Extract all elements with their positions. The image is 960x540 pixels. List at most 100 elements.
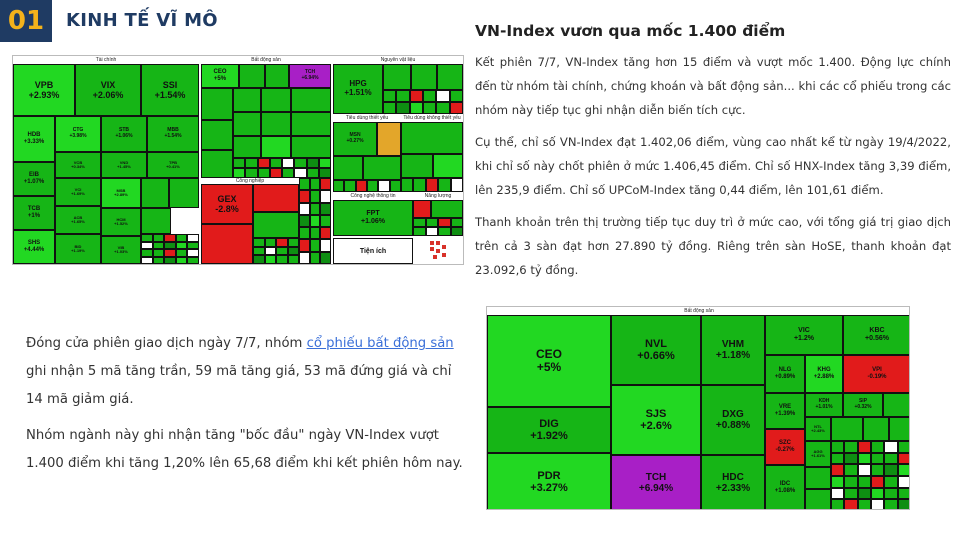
tile-hdc: HDC +2.33% [701,455,765,509]
minor-tile [152,234,165,242]
minor-tile [187,249,199,257]
change-percent: +1.19% [71,248,85,253]
article-body: Kết phiên 7/7, VN-Index tăng hơn 15 điểm… [475,50,951,290]
group-header: Tiêu dùng không thiết yếu [401,115,463,121]
ticker: SIP [858,398,868,405]
minor-tile [409,90,423,102]
tile-ctg: CTG +3.98% [55,116,101,152]
minor-tile [450,218,463,227]
minor-tile [141,208,171,234]
ticker: KHG [817,367,831,374]
minor-tile [169,178,199,208]
tile-vre: VRE +1.39% [765,393,805,429]
minor-tile [175,234,188,242]
minor-tile [884,441,898,453]
ticker: CEO [213,69,227,76]
minor-tile [889,417,909,441]
tile-acb: ACB +1.65% [55,206,101,234]
minor-tile [309,178,321,191]
summary-paragraph: Nhóm ngành này ghi nhận tăng "bốc đầu" n… [26,428,463,471]
minor-tile [201,120,233,150]
tile-vci: VCI +1.69% [55,178,101,206]
ticker: BID [74,243,82,249]
minor-tile [844,441,858,453]
ticker: IDC [779,481,791,488]
minor-tile [309,190,321,203]
minor-tile [857,441,871,453]
minor-tile [413,200,431,218]
minor-tile [857,499,871,509]
change-percent: +1.65% [71,219,85,224]
tile-szc: SZC -0.27% [765,429,805,465]
minor-tile [141,241,153,249]
minor-tile [333,180,345,192]
minor-tile [831,464,845,476]
change-percent: +1.69% [71,191,85,196]
summary-text: Đóng cửa phiên giao dịch ngày 7/7, nhóm [26,336,307,351]
minor-tile [276,255,288,264]
ticker: HDB [27,132,41,139]
minor-tile [291,112,331,136]
change-percent: -0.27% [775,447,795,453]
tile-nlg: NLG +0.89% [765,355,805,393]
minor-tile [309,227,321,240]
minor-tile [320,178,331,191]
minor-tile [299,214,310,228]
change-percent: +2.93% [28,90,60,100]
minor-tile [261,112,291,136]
tile-sjs: SJS +2.6% [611,385,701,455]
change-percent: +1.92% [530,430,568,442]
minor-tile [276,246,288,256]
change-percent: +4.44% [23,247,45,253]
ticker: STB [119,127,129,134]
minor-tile [261,88,291,112]
minor-tile [257,168,270,178]
real-estate-heatmap: Bất động sản CEO +5% NVL +0.66% VHM +1.18% VIC +… [486,306,910,510]
change-percent: +1.52% [114,221,128,226]
minor-tile [141,256,153,264]
minor-tile [299,178,310,191]
change-percent: +1.45% [117,164,131,169]
tile-sip: SIP +0.32% [843,393,883,417]
minor-tile [884,464,898,476]
change-percent: +5% [536,360,562,374]
section-title: KINH TẾ VĨ MÔ [66,10,218,31]
tile-tch: TCH +6.94% [611,455,701,509]
tile-bid: BID +1.19% [55,234,101,264]
minor-tile [187,241,199,249]
real-estate-link[interactable]: cổ phiếu bất động sản [306,336,454,351]
minor-tile [413,227,426,236]
minor-tile [141,249,153,257]
change-percent: +0.56% [865,335,889,342]
minor-tile [175,249,188,257]
article-paragraph: Kết phiên 7/7, VN-Index tăng hơn 15 điểm… [475,55,951,117]
tile-msn: MSN +0.27% [333,122,377,156]
minor-tile [164,234,176,242]
change-percent: +1.39% [774,411,796,417]
minor-tile [433,154,463,178]
minor-tile [318,168,331,178]
minor-tile [245,158,258,168]
ticker: VPB [34,79,54,90]
tile-shs: SHS +4.44% [13,230,55,264]
summary-text: ghi nhận 5 mã tăng trần, 59 mã tăng giá,… [26,364,452,407]
section-number: 01 [0,0,52,42]
utilities-label: Tiện ích [333,238,413,264]
minor-tile [436,102,450,114]
minor-tile [897,499,909,509]
tile-tcb: TCB +1% [13,196,55,230]
change-percent: +1.54% [164,133,182,139]
minor-tile [897,476,909,488]
ticker: GEX [217,193,237,204]
market-heatmap: Tài chính Bất động sản Nguyên vật liệu VPB +… [12,55,464,265]
minor-tile [884,476,898,488]
minor-tile [438,178,451,192]
ticker: SSI [162,79,178,90]
minor-tile [276,238,288,247]
minor-tile [253,255,265,264]
change-percent: +1.54% [154,90,186,100]
minor-tile [233,136,261,158]
minor-tile [318,158,331,168]
minor-tile [897,452,909,465]
minor-tile [187,234,199,242]
